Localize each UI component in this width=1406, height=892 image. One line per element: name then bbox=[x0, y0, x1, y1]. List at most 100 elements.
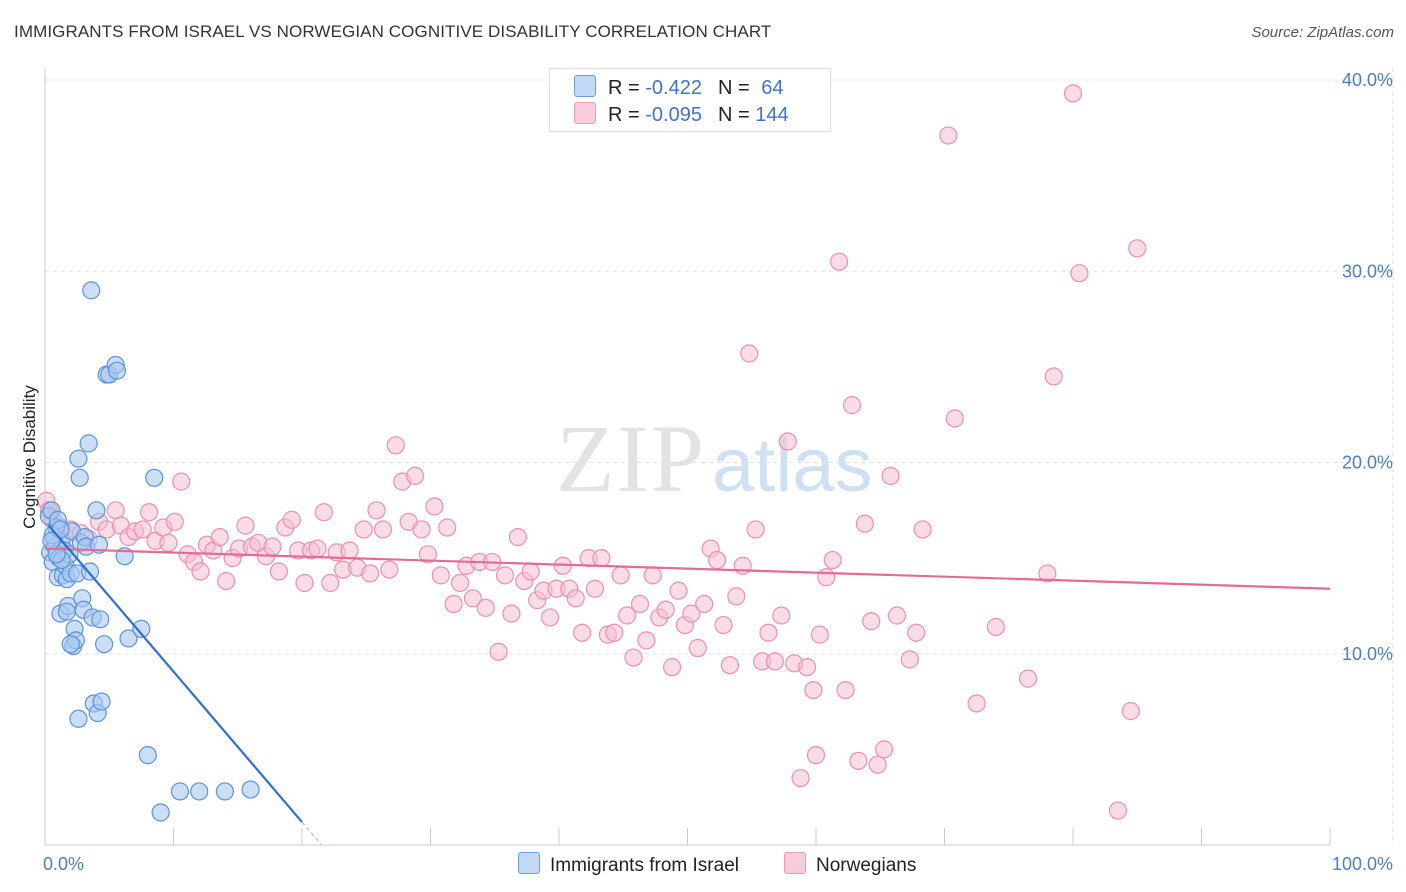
legend-row-norway: R = -0.095 N = 144 bbox=[574, 102, 789, 127]
norwegian-point bbox=[165, 512, 184, 531]
legend-n-value: 64 bbox=[761, 77, 784, 99]
norwegian-point bbox=[438, 518, 457, 537]
norwegian-point bbox=[746, 520, 765, 539]
norwegian-point bbox=[817, 568, 836, 587]
norwegian-point bbox=[624, 648, 643, 667]
norwegian-point bbox=[191, 562, 210, 581]
israel-point bbox=[241, 780, 260, 799]
norwegian-point bbox=[669, 581, 688, 600]
israel-point bbox=[151, 803, 170, 822]
legend-n-label: N = bbox=[717, 77, 750, 99]
norwegians-trend-line bbox=[44, 547, 1331, 590]
norwegian-point bbox=[618, 606, 637, 625]
norwegian-point bbox=[797, 658, 817, 677]
israel-trend-line bbox=[48, 524, 303, 823]
legend-item-norwegians[interactable]: Norwegians bbox=[784, 852, 916, 877]
y-tick-label: 30.0% bbox=[1342, 261, 1393, 281]
norwegian-point bbox=[913, 520, 932, 539]
norwegian-point bbox=[662, 658, 682, 677]
israel-point bbox=[89, 535, 109, 554]
norwegian-point bbox=[418, 545, 438, 564]
norwegian-point bbox=[308, 539, 327, 558]
norwegian-point bbox=[321, 573, 340, 593]
norwegian-point bbox=[361, 564, 380, 583]
norwegian-point bbox=[765, 652, 784, 671]
norwegian-point bbox=[967, 694, 986, 713]
israel-point bbox=[70, 468, 89, 487]
norwegian-point bbox=[373, 520, 393, 539]
israel-point bbox=[107, 361, 127, 380]
norwegian-point bbox=[1044, 367, 1063, 386]
israel-point bbox=[69, 709, 88, 728]
norwegian-point bbox=[431, 566, 450, 585]
y-axis-label: Cognitive Disability bbox=[20, 385, 39, 529]
norwegian-point bbox=[881, 466, 900, 485]
israel-point bbox=[61, 635, 80, 654]
chart-title: IMMIGRANTS FROM ISRAEL VS NORWEGIAN COGN… bbox=[14, 22, 772, 41]
norwegian-point bbox=[842, 396, 862, 415]
norwegian-point bbox=[778, 432, 797, 451]
norwegian-point bbox=[695, 594, 714, 614]
norwegian-point bbox=[540, 608, 560, 627]
norwegian-point bbox=[862, 612, 881, 631]
norwegian-point bbox=[463, 589, 483, 608]
israel-point bbox=[87, 501, 106, 520]
norwegian-point bbox=[1018, 669, 1038, 688]
norwegian-point bbox=[611, 566, 630, 585]
norwegian-point bbox=[217, 571, 236, 591]
israel-point bbox=[190, 782, 209, 801]
legend-r-value: -0.095 bbox=[645, 104, 702, 126]
norwegian-point bbox=[1121, 702, 1140, 721]
legend-r-label: R = bbox=[608, 104, 640, 126]
source-credit: Source: ZipAtlas.com bbox=[1251, 24, 1394, 41]
norwegian-point bbox=[386, 436, 405, 455]
norwegian-point bbox=[1070, 264, 1089, 283]
norwegian-point bbox=[1038, 564, 1057, 583]
norwegian-point bbox=[643, 566, 662, 585]
norwegians-points bbox=[37, 84, 1147, 820]
israel-point bbox=[95, 635, 114, 654]
norway-legend-swatch-icon bbox=[784, 852, 806, 874]
legend-n-value: 144 bbox=[755, 104, 789, 126]
legend-item-label: Norwegians bbox=[816, 855, 917, 876]
norwegian-point bbox=[1108, 801, 1128, 820]
axis-labels: 10.0% 20.0% 30.0% 40.0% 0.0% 100.0% Cognitive … bbox=[20, 70, 1393, 874]
norwegian-point bbox=[592, 549, 611, 568]
norwegian-point bbox=[354, 520, 373, 539]
israel-point bbox=[82, 281, 101, 300]
norwegian-point bbox=[412, 520, 431, 539]
norwegian-point bbox=[849, 751, 868, 770]
trend-lines bbox=[44, 524, 1331, 846]
norwegian-point bbox=[210, 527, 229, 547]
norwegian-point bbox=[740, 344, 759, 363]
norwegian-point bbox=[495, 566, 515, 585]
norwegian-point bbox=[521, 562, 540, 581]
norwegian-point bbox=[1063, 84, 1083, 103]
norwegian-point bbox=[945, 409, 964, 428]
norwegian-point bbox=[720, 656, 740, 675]
legend-item-israel[interactable]: Immigrants from Israel bbox=[518, 852, 739, 877]
norwegian-point bbox=[502, 604, 521, 623]
legend-r-label: R = bbox=[608, 77, 640, 99]
norwegian-point bbox=[656, 600, 675, 619]
norwegian-point bbox=[106, 501, 125, 520]
israel-point bbox=[170, 782, 190, 801]
norwegian-point bbox=[887, 606, 907, 625]
y-tick-label: 20.0% bbox=[1342, 453, 1393, 473]
norwegian-point bbox=[1128, 239, 1147, 258]
norwegian-point bbox=[573, 623, 592, 642]
israel-point bbox=[138, 746, 157, 765]
norwegian-point bbox=[830, 252, 849, 271]
norwegian-point bbox=[688, 638, 707, 658]
israel-point bbox=[92, 692, 111, 711]
norwegian-point bbox=[907, 623, 926, 642]
israel-point bbox=[79, 434, 98, 453]
norwegian-point bbox=[900, 650, 919, 669]
y-tick-label: 40.0% bbox=[1342, 70, 1393, 90]
norwegian-point bbox=[939, 126, 958, 145]
israel-point bbox=[91, 610, 110, 629]
norwegian-point bbox=[605, 623, 624, 642]
israel-point bbox=[145, 468, 164, 487]
norwegian-point bbox=[585, 579, 605, 598]
norwegian-point bbox=[682, 604, 701, 623]
